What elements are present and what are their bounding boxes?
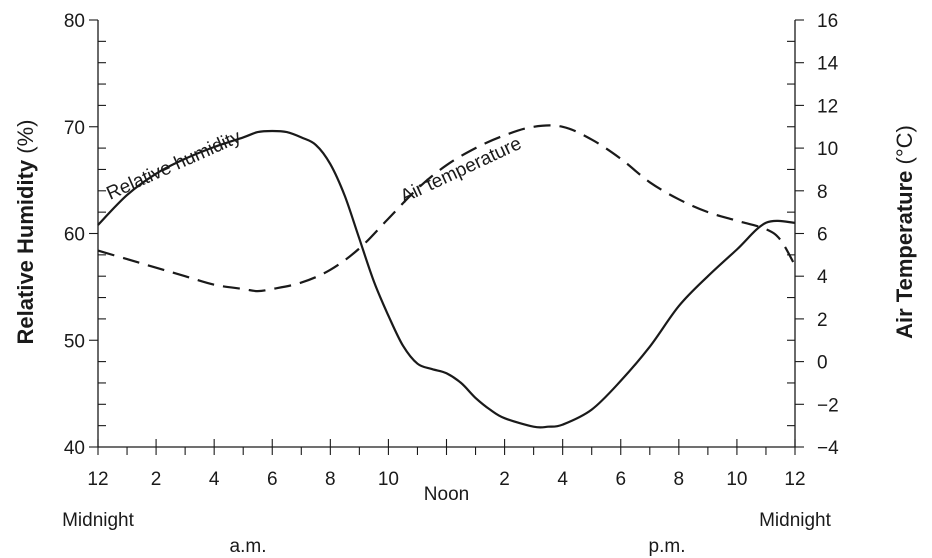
x-tick-label: 6 (615, 469, 626, 490)
x-tick-label: 10 (726, 469, 747, 490)
x-tick-label: 8 (674, 469, 685, 490)
right-y-tick-label: 12 (817, 96, 838, 117)
right-y-tick-label: 0 (817, 353, 828, 374)
right-y-tick-label: 10 (817, 139, 838, 160)
right-y-tick-label: 16 (817, 11, 838, 32)
right-y-tick-label: 4 (817, 267, 828, 288)
x-sublabel-midnight-left: Midnight (62, 510, 135, 531)
left-axis-title: Relative Humidity (%) (13, 120, 38, 345)
x-tick-label: 2 (499, 469, 510, 490)
left-y-tick-label: 80 (64, 11, 85, 32)
right-axis-unit-text: (°C) (892, 125, 917, 164)
right-y-tick-label: 14 (817, 54, 839, 75)
axes-layer: 40 50 60 70 80 −4 −2 0 2 4 6 8 10 12 14 16 12 2 4 6 8 10 Noon 2… (64, 11, 839, 505)
left-y-tick-label: 40 (64, 438, 85, 459)
left-y-tick-label: 60 (64, 225, 85, 246)
relative-humidity-line (97, 129, 796, 429)
right-axis-title-text: Air Temperature (892, 171, 917, 339)
x-tick-label: 4 (557, 469, 568, 490)
left-y-tick-label: 50 (64, 331, 85, 352)
air-temperature-line (97, 124, 796, 293)
x-tick-label: 2 (151, 469, 162, 490)
left-y-tick-label: 70 (64, 118, 85, 139)
right-y-tick-label: 6 (817, 225, 828, 246)
right-y-tick-label: −4 (817, 438, 839, 459)
right-axis-title: Air Temperature (°C) (892, 125, 917, 339)
relative-humidity-series-label: Relative humidity (103, 126, 244, 204)
x-tick-label: 12 (87, 469, 108, 490)
left-axis-unit-text: (%) (13, 120, 38, 154)
series-layer (97, 124, 796, 429)
right-y-tick-label: 2 (817, 310, 828, 331)
x-tick-label-noon: Noon (424, 484, 469, 505)
x-tick-label: 8 (325, 469, 336, 490)
x-sublabel-pm: p.m. (649, 536, 686, 557)
x-sublabel-am: a.m. (230, 536, 267, 557)
right-y-tick-label: −2 (817, 395, 839, 416)
x-tick-label: 12 (784, 469, 805, 490)
x-tick-label: 10 (378, 469, 399, 490)
left-axis-title-text: Relative Humidity (13, 159, 38, 344)
x-tick-label: 4 (209, 469, 220, 490)
x-tick-label: 6 (267, 469, 278, 490)
right-y-tick-label: 8 (817, 182, 828, 203)
x-sublabel-midnight-right: Midnight (759, 510, 832, 531)
air-temperature-series-label: Air temperature (397, 133, 525, 207)
